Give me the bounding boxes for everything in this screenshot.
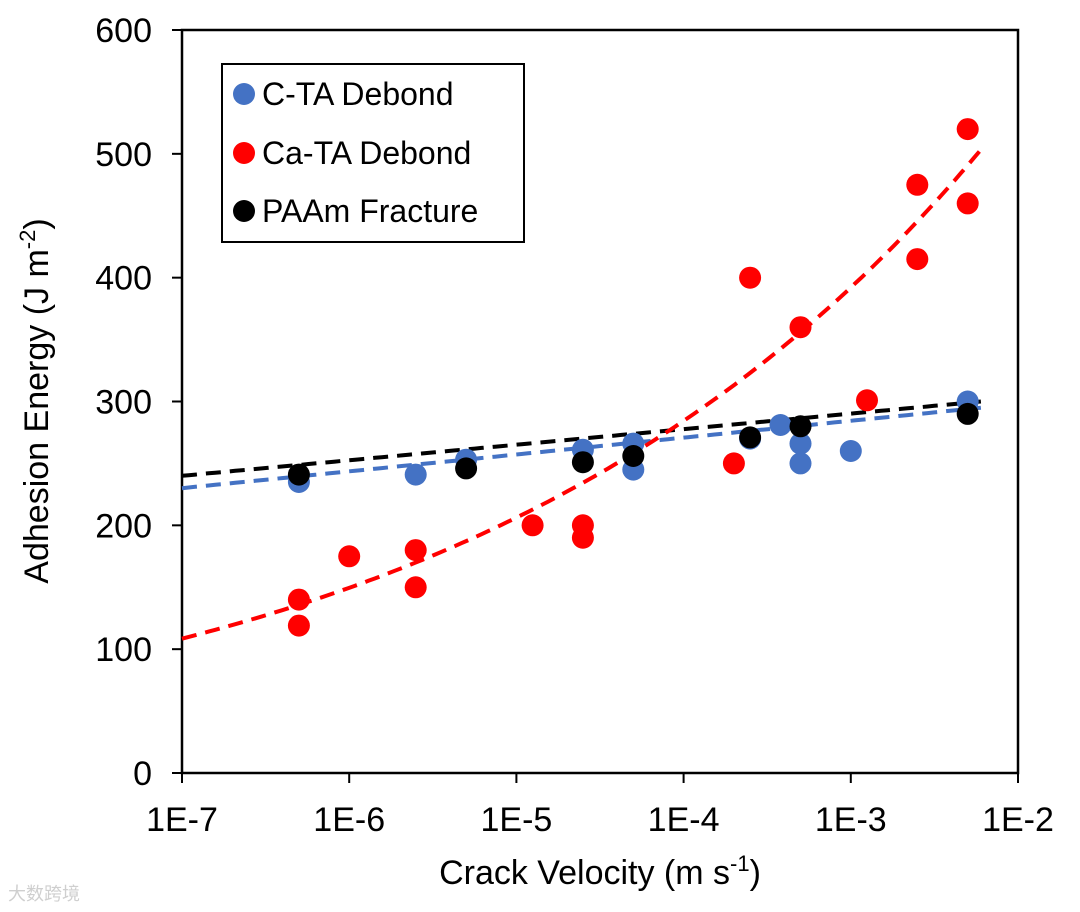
data-point-paam-fracture: [789, 415, 812, 438]
data-point-ca-ta-debond: [571, 526, 594, 549]
data-point-ca-ta-debond: [404, 539, 427, 562]
legend: C-TA Debond Ca-TA Debond PAAm Fracture: [221, 63, 525, 243]
legend-label-paam: PAAm Fracture: [262, 193, 478, 229]
data-point-ca-ta-debond: [906, 173, 929, 196]
y-axis-title: Adhesion Energy (J m-2): [15, 218, 56, 583]
data-point-ca-ta-debond: [287, 588, 310, 611]
data-point-ca-ta-debond: [789, 316, 812, 339]
data-point-c-ta-debond: [839, 440, 862, 462]
legend-label-c-ta: C-TA Debond: [262, 76, 454, 112]
y-tick-label: 500: [95, 136, 152, 174]
y-tick-label: 0: [133, 755, 152, 793]
data-point-ca-ta-debond: [338, 545, 361, 568]
data-point-c-ta-debond: [404, 463, 427, 486]
data-point-ca-ta-debond: [956, 192, 979, 215]
data-point-c-ta-debond: [789, 452, 812, 475]
data-point-paam-fracture: [956, 402, 979, 425]
data-point-paam-fracture: [622, 445, 645, 467]
x-axis-ticks: 1E-7 1E-6 1E-5 1E-4 1E-3 1E-2: [146, 773, 1054, 839]
x-tick-label: 1E-3: [815, 801, 887, 839]
data-point-paam-fracture: [287, 463, 310, 486]
data-point-paam-fracture: [455, 457, 478, 480]
data-point-ca-ta-debond: [722, 452, 745, 475]
data-point-ca-ta-debond: [404, 576, 427, 599]
legend-label-ca-ta: Ca-TA Debond: [262, 135, 471, 171]
data-point-paam-fracture: [571, 451, 594, 474]
x-tick-label: 1E-2: [982, 801, 1054, 839]
watermark: 大数跨境: [8, 884, 80, 904]
y-tick-label: 600: [95, 12, 152, 50]
data-points: [287, 118, 979, 637]
data-point-c-ta-debond: [769, 414, 792, 436]
y-tick-label: 400: [95, 260, 152, 298]
legend-box: [221, 63, 525, 243]
data-point-ca-ta-debond: [521, 514, 544, 537]
trendline-c-ta-debond: [181, 405, 982, 491]
x-tick-label: 1E-7: [146, 801, 218, 839]
legend-marker-paam: [233, 200, 255, 222]
y-tick-label: 100: [95, 631, 152, 669]
y-axis-ticks: 0 100 200 300 400 500 600: [95, 12, 182, 793]
data-point-ca-ta-debond: [856, 389, 878, 412]
data-point-c-ta-debond: [789, 432, 812, 455]
x-tick-label: 1E-4: [648, 801, 720, 839]
x-axis-title: Crack Velocity (m s-1): [439, 851, 761, 892]
x-tick-label: 1E-5: [480, 801, 552, 839]
y-tick-label: 300: [95, 384, 152, 422]
data-point-ca-ta-debond: [287, 614, 310, 637]
data-point-ca-ta-debond: [906, 248, 929, 271]
data-point-ca-ta-debond: [956, 118, 979, 141]
trendlines: [181, 148, 983, 641]
legend-marker-c-ta: [233, 83, 255, 105]
trendline-paam-fracture: [181, 399, 982, 478]
legend-marker-ca-ta: [233, 142, 255, 164]
data-point-ca-ta-debond: [739, 266, 762, 289]
x-tick-label: 1E-6: [313, 801, 385, 839]
y-tick-label: 200: [95, 507, 152, 545]
data-point-paam-fracture: [739, 426, 762, 449]
